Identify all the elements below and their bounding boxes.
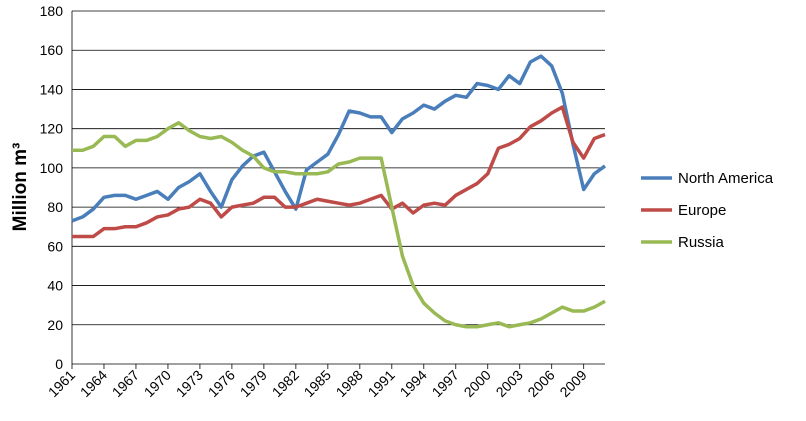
x-tick-label: 2009 — [556, 367, 589, 400]
legend-label: Russia — [678, 234, 725, 251]
x-tick-label: 1997 — [429, 367, 462, 400]
series-line — [72, 121, 606, 329]
x-tick-label: 1964 — [77, 367, 110, 400]
x-tick-label: 1985 — [301, 367, 334, 400]
y-tick-label: 120 — [40, 121, 64, 137]
x-tick-label: 1967 — [109, 367, 142, 400]
x-tick-label: 1976 — [205, 367, 238, 400]
x-tick-label: 1973 — [173, 367, 206, 400]
y-tick-label: 100 — [40, 160, 64, 176]
x-tick-label: 1970 — [141, 367, 174, 400]
y-axis-label: Million m³ — [10, 143, 31, 232]
y-tick-label: 0 — [55, 356, 63, 372]
y-tick-label: 160 — [40, 42, 64, 58]
x-tick-label: 2000 — [461, 367, 494, 400]
x-tick-label: 2006 — [524, 367, 557, 400]
x-tick-label: 1979 — [237, 367, 270, 400]
y-tick-label: 40 — [47, 278, 63, 294]
y-tick-label: 140 — [40, 81, 64, 97]
legend-label: Europe — [678, 202, 726, 219]
x-tick-label: 2003 — [492, 367, 525, 400]
y-tick-label: 80 — [47, 199, 63, 215]
x-tick-label: 1994 — [397, 367, 430, 400]
series-line — [71, 54, 607, 223]
x-tick-label: 1991 — [365, 367, 398, 400]
x-tick-label: 1961 — [45, 367, 78, 400]
y-tick-label: 20 — [47, 317, 63, 333]
legend-label: North America — [678, 170, 774, 187]
y-tick-label: 180 — [40, 3, 64, 19]
y-tick-label: 60 — [47, 238, 63, 254]
x-tick-label: 1982 — [269, 367, 302, 400]
x-tick-label: 1988 — [333, 367, 366, 400]
series-line — [72, 105, 606, 239]
